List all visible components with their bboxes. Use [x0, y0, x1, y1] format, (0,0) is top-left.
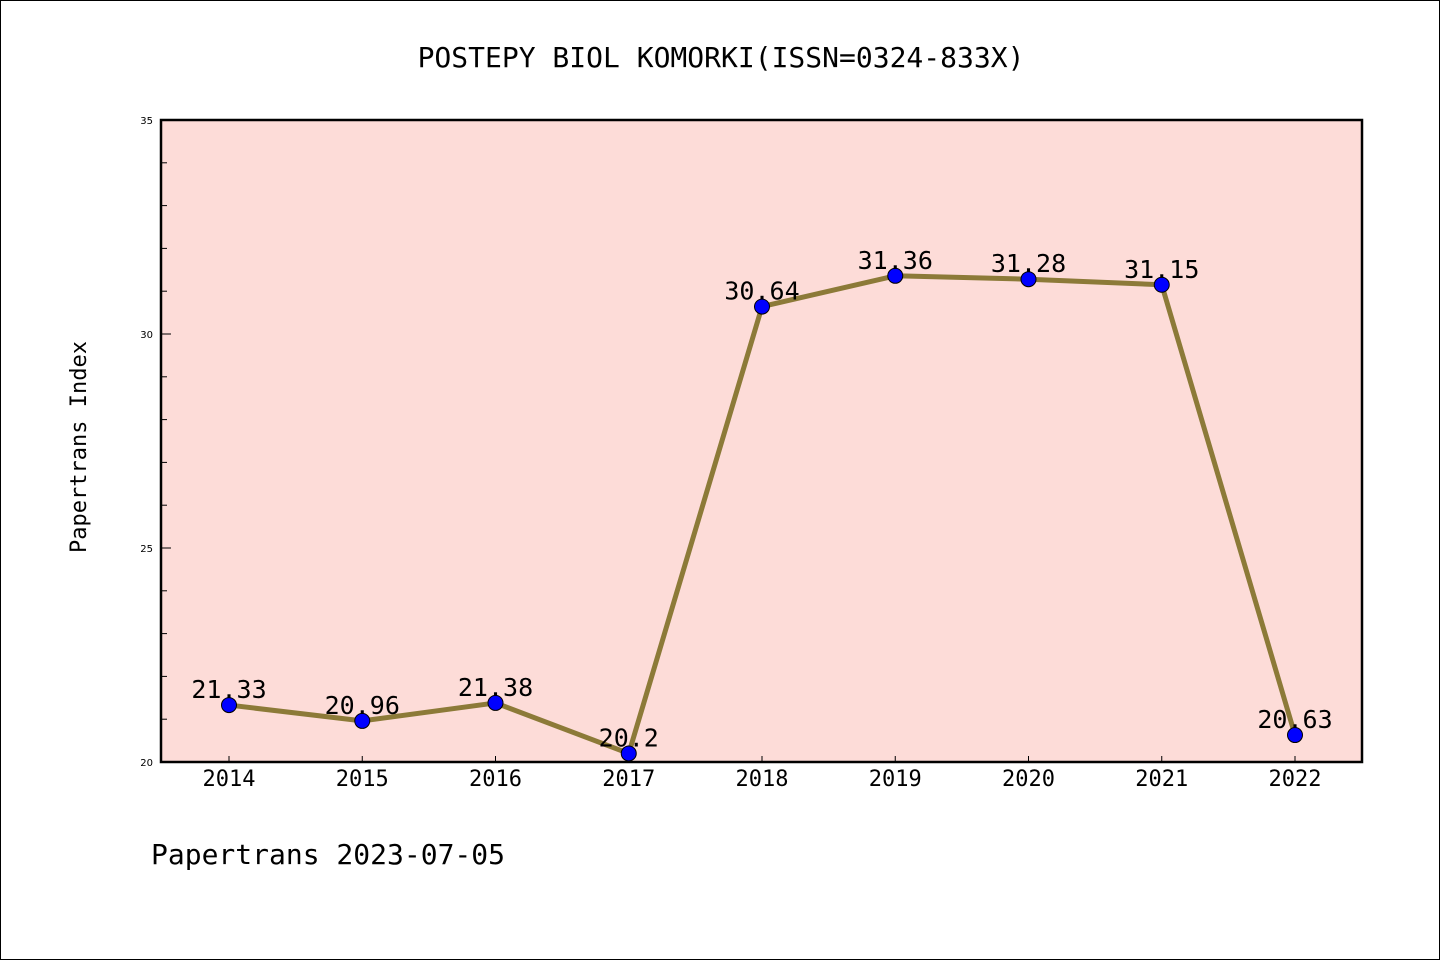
data-point — [487, 694, 504, 711]
x-tick-label: 2015 — [336, 767, 389, 792]
data-label: 31.15 — [1124, 255, 1199, 284]
data-point — [1153, 276, 1170, 293]
y-tick-label: 30 — [140, 330, 153, 341]
data-point — [620, 745, 637, 762]
y-axis-label: Papertrans Index — [67, 341, 92, 553]
data-point — [754, 298, 770, 315]
data-point — [1020, 271, 1037, 288]
chart-title: POSTEPY BIOL KOMORKI(ISSN=0324-833X) — [418, 41, 1025, 74]
y-major-ticks: 20 25 30 35 — [140, 116, 171, 769]
data-label: 21.38 — [458, 673, 533, 702]
data-label: 20.63 — [1257, 705, 1332, 734]
data-label: 20.96 — [325, 691, 400, 720]
data-label: 21.33 — [191, 675, 266, 704]
x-tick-label: 2022 — [1269, 767, 1322, 792]
data-label: 20.2 — [599, 723, 659, 752]
data-point — [1287, 727, 1303, 744]
y-tick-label: 35 — [140, 116, 153, 127]
plot-area — [159, 118, 1364, 764]
x-tick-label: 2016 — [469, 767, 522, 792]
x-tick-label: 2018 — [736, 767, 789, 792]
data-point — [354, 712, 371, 729]
y-tick-label: 25 — [140, 544, 153, 555]
series-group: 21.33 20.96 21.38 20.2 30.64 31.36 31.28 31.15 2… — [191, 246, 1333, 762]
x-tick-label: 2020 — [1002, 767, 1055, 792]
x-tick-label: 2021 — [1135, 767, 1188, 792]
x-ticks: 2014 2015 2016 2017 2018 2019 2020 2021 2022 — [203, 756, 1322, 792]
data-label: 31.36 — [858, 246, 933, 275]
x-tick-label: 2017 — [602, 767, 655, 792]
footer-date-label: Papertrans 2023-07-05 — [151, 838, 505, 871]
x-tick-label: 2014 — [203, 767, 256, 792]
y-minor-ticks — [161, 162, 167, 720]
data-label: 31.28 — [991, 249, 1066, 278]
x-tick-label: 2019 — [869, 767, 922, 792]
data-point — [221, 697, 237, 714]
data-label: 30.64 — [724, 277, 799, 306]
y-tick-label: 20 — [140, 758, 153, 769]
data-point — [887, 267, 904, 284]
